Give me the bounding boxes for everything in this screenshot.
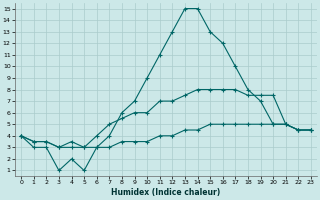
X-axis label: Humidex (Indice chaleur): Humidex (Indice chaleur) — [111, 188, 221, 197]
